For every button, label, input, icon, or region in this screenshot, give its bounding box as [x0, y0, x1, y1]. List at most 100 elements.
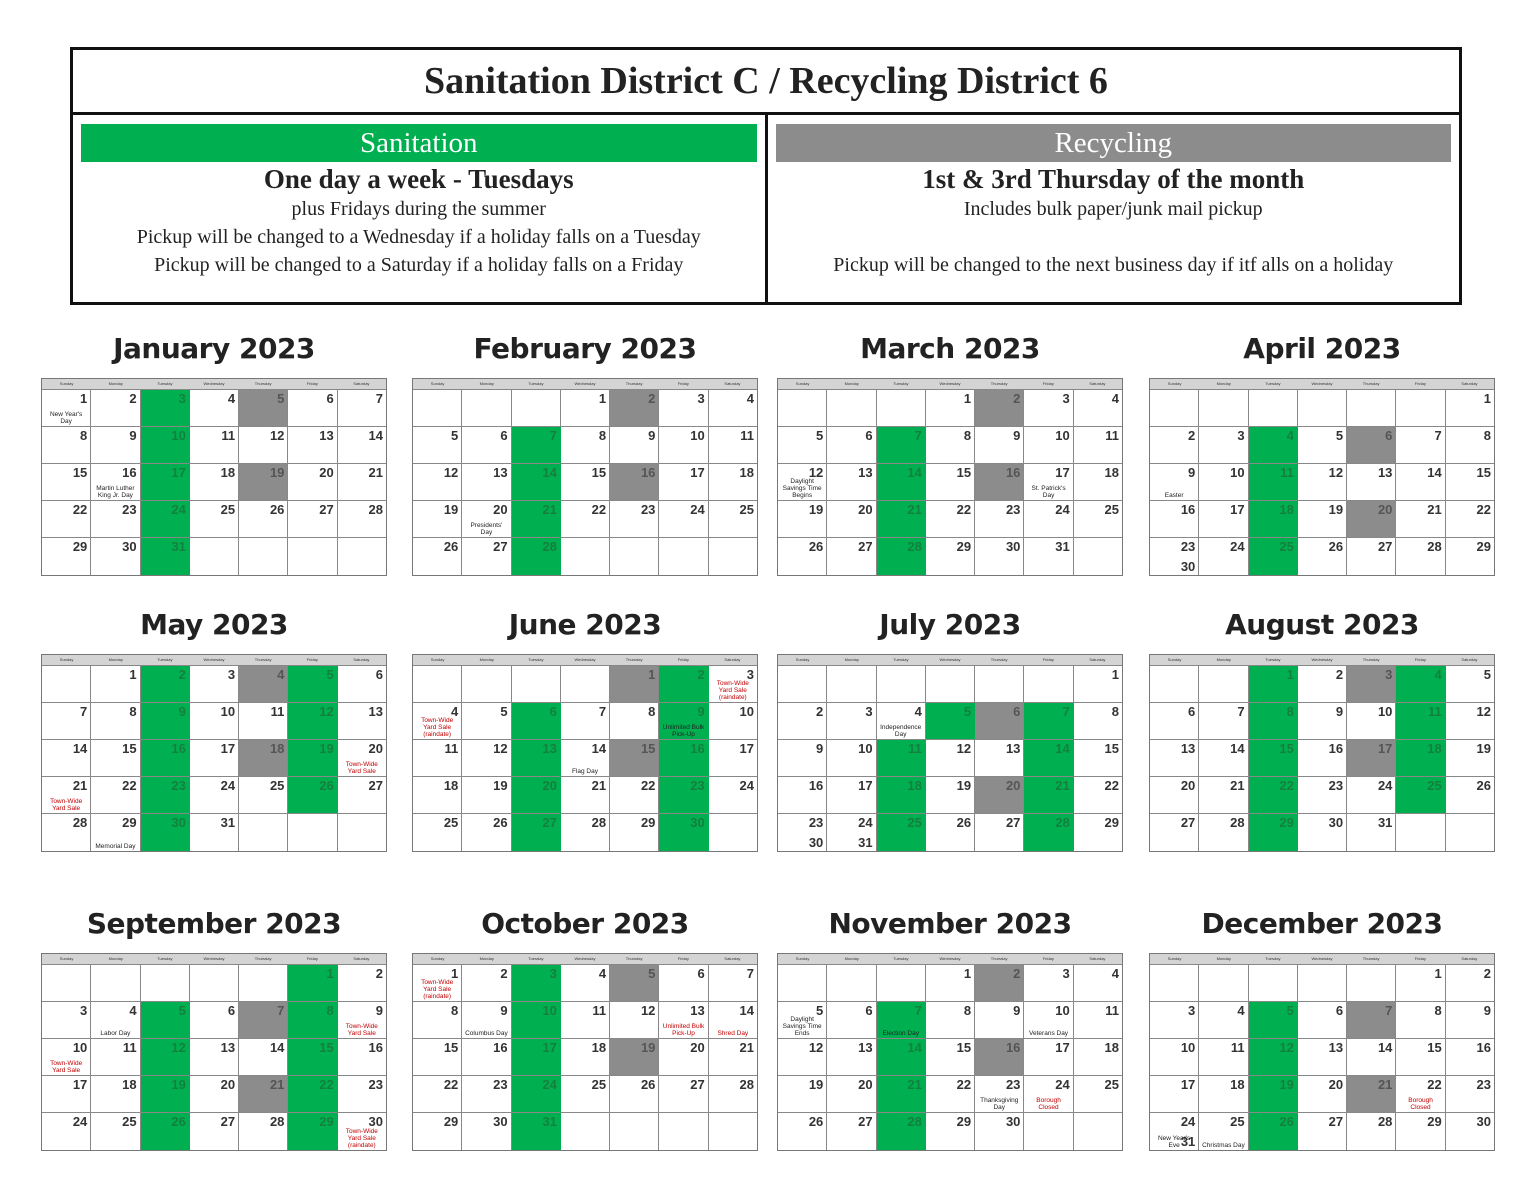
weekday-label: Friday — [677, 657, 689, 662]
day-number: 17 — [858, 778, 873, 793]
day-cell — [338, 814, 386, 851]
day-number: 28 — [1377, 1114, 1393, 1129]
day-cell: 14 — [876, 464, 926, 501]
day-number: 22 — [72, 502, 88, 517]
header-columns: Sanitation One day a week - Tuesdays plu… — [73, 115, 1459, 302]
day-number: 6 — [1335, 1003, 1344, 1018]
day-cell: 23 — [462, 1076, 512, 1113]
day-cell: 2 — [140, 666, 190, 703]
day-number: 4 — [1111, 966, 1119, 981]
day-cell — [876, 390, 926, 427]
day-number: 29 — [956, 1114, 972, 1129]
week-row: 1 2 3 4 5 6 — [42, 666, 386, 703]
day-cell: 27 — [1150, 814, 1200, 851]
day-number: 30 — [171, 815, 186, 830]
month-title: May 2023 — [140, 608, 288, 641]
day-cell — [1074, 538, 1122, 575]
day-number: 14 — [1055, 741, 1070, 756]
holiday-note: Veterans Day — [1029, 1030, 1069, 1037]
day-number: 9 — [697, 704, 705, 719]
day-cell: 22 — [610, 777, 660, 814]
day-number: 4 — [1286, 428, 1294, 443]
day-number: 8 — [129, 704, 137, 719]
day-number: 29 — [1104, 815, 1119, 830]
day-cell: 14 — [42, 740, 92, 777]
weekday-label: Sunday — [795, 956, 810, 961]
week-row: 29 30 31 — [413, 1113, 757, 1150]
day-cell: 16 — [610, 464, 660, 501]
month-calendar: January 2023 Sunday Monday Tuesday Wednesday… — [41, 330, 387, 576]
day-cell: 16 — [337, 1039, 386, 1076]
day-cell: 15 — [42, 464, 92, 501]
day-number: 16 — [1328, 741, 1344, 756]
holiday-note: Unlimited Bulk Pick-Up — [662, 724, 705, 738]
day-cell: 11 — [1073, 1002, 1122, 1039]
day-number: 8 — [1286, 704, 1294, 719]
day-cell: 5 — [610, 965, 660, 1002]
day-cell: 11 — [1073, 427, 1122, 464]
day-cell: 22 — [560, 501, 611, 538]
day-cell: 21 — [560, 777, 611, 814]
day-cell: 16 — [1297, 740, 1348, 777]
day-cell — [239, 965, 289, 1002]
day-cell: 8 — [91, 703, 141, 740]
day-cell: 17 — [1150, 1076, 1200, 1113]
day-cell: 25 Christmas Day — [1199, 1113, 1249, 1150]
day-cell: 25 — [1073, 1076, 1122, 1113]
weekday-label: Friday — [677, 956, 689, 961]
day-cell — [338, 538, 386, 575]
day-cell: 17 — [1347, 740, 1397, 777]
sanitation-panel: Sanitation One day a week - Tuesdays plu… — [73, 115, 765, 302]
holiday-note: Thanksgiving Day — [980, 1097, 1019, 1111]
week-row: 22 23 24 25 26 27 28 — [42, 501, 386, 538]
weekday-header: Sunday Monday Tuesday Wednesday Thursday Frid… — [1150, 379, 1494, 390]
day-number: 5 — [178, 1003, 186, 1018]
day-cell — [827, 390, 877, 427]
day-cell: 8 — [610, 703, 660, 740]
day-cell: 3 Town-Wide Yard Sale (raindate) — [708, 666, 757, 703]
holiday-note: Columbus Day — [465, 1030, 508, 1037]
day-number: 23 — [1180, 539, 1196, 554]
day-number: 30 — [122, 539, 137, 554]
day-number: 9 — [500, 1003, 508, 1018]
day-number: 10 — [1055, 428, 1070, 443]
day-cell: 13 — [462, 464, 512, 501]
day-cell: 4 — [239, 666, 289, 703]
day-number: 18 — [1104, 1040, 1119, 1055]
day-cell: 20 — [1347, 501, 1397, 538]
day-cell — [1199, 965, 1249, 1002]
day-cell: 1 — [925, 965, 976, 1002]
weekday-label: Monday — [1216, 956, 1231, 961]
day-cell: 21 — [1199, 777, 1249, 814]
day-cell: 29 — [288, 1113, 338, 1150]
day-cell: 1 — [1445, 390, 1494, 427]
event-note: Town-Wide Yard Sale (raindate) — [345, 1128, 378, 1149]
day-number: 26 — [493, 815, 508, 830]
day-number: 29 — [640, 815, 656, 830]
day-cell: 2 — [778, 703, 828, 740]
day-number: 28 — [1055, 815, 1070, 830]
day-number: 30 — [1328, 815, 1344, 830]
day-cell: 30 — [91, 538, 141, 575]
day-cell: 17 — [659, 464, 709, 501]
day-cell: 31 — [140, 538, 190, 575]
month-calendar: November 2023 Sunday Monday Tuesday Wednesda… — [777, 905, 1123, 1151]
day-number: 15 — [72, 465, 88, 480]
day-cell: 7 — [42, 703, 92, 740]
day-cell: 16 — [975, 1039, 1025, 1076]
day-cell: 11 — [560, 1002, 611, 1039]
day-number: 21 — [368, 465, 383, 480]
day-number: 14 — [1230, 741, 1245, 756]
holiday-note: Memorial Day — [95, 843, 136, 850]
weekday-label: Friday — [1414, 657, 1426, 662]
day-cell: 21 Town-Wide Yard Sale — [42, 777, 92, 814]
day-cell: 10 — [1024, 427, 1074, 464]
month-calendar: July 2023 Sunday Monday Tuesday Wednesday Thu… — [777, 606, 1123, 852]
weekday-label: Friday — [1414, 381, 1426, 386]
day-cell: 2 — [975, 390, 1025, 427]
week-row: 6 7 8 9 10 11 12 — [1150, 703, 1494, 740]
day-number: 6 — [1013, 704, 1021, 719]
day-cell — [610, 1113, 660, 1150]
day-cell: 15 — [560, 464, 611, 501]
recycling-line: Pickup will be changed to the next busin… — [833, 254, 1394, 276]
